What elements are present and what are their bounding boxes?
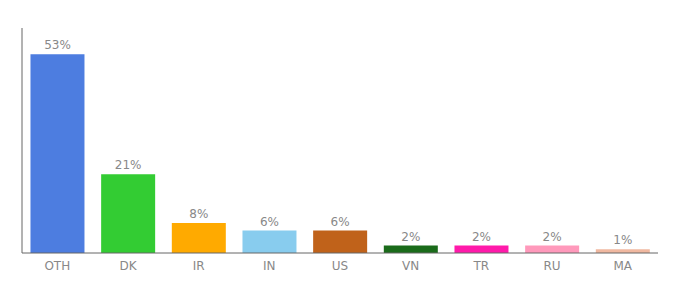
svg-text:RU: RU [543, 259, 560, 273]
svg-text:8%: 8% [189, 207, 208, 221]
svg-text:VN: VN [402, 259, 419, 273]
svg-text:1%: 1% [613, 233, 632, 247]
svg-text:6%: 6% [260, 215, 279, 229]
svg-text:53%: 53% [44, 38, 71, 52]
svg-text:2%: 2% [543, 230, 562, 244]
svg-text:IN: IN [263, 259, 276, 273]
svg-text:TR: TR [472, 259, 489, 273]
svg-text:OTH: OTH [44, 259, 70, 273]
svg-text:DK: DK [119, 259, 137, 273]
svg-text:US: US [332, 259, 348, 273]
svg-text:MA: MA [613, 259, 632, 273]
svg-text:2%: 2% [401, 230, 420, 244]
svg-text:21%: 21% [115, 158, 142, 172]
svg-text:6%: 6% [331, 215, 350, 229]
svg-text:2%: 2% [472, 230, 491, 244]
svg-text:IR: IR [193, 259, 205, 273]
